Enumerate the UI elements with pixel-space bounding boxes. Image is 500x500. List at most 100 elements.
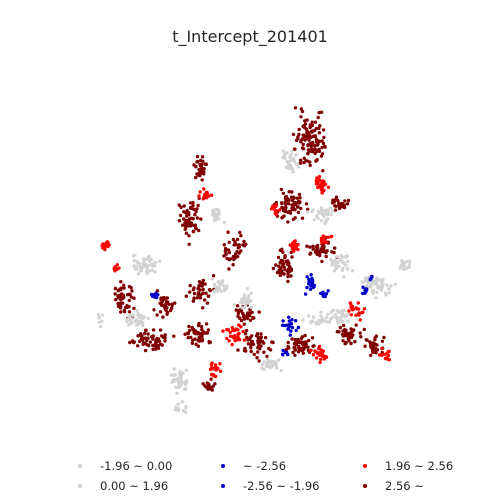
- map-point: [184, 380, 189, 385]
- map-point: [275, 366, 279, 370]
- map-point: [204, 322, 209, 326]
- map-point: [315, 320, 319, 324]
- map-point: [146, 343, 151, 348]
- map-point: [155, 295, 159, 300]
- map-point: [221, 329, 225, 333]
- map-point: [184, 224, 188, 228]
- map-point: [97, 320, 101, 324]
- map-point: [301, 318, 305, 322]
- map-point: [323, 221, 327, 225]
- map-point: [273, 211, 277, 215]
- map-point: [335, 330, 340, 334]
- map-point: [232, 243, 236, 247]
- map-point: [169, 373, 174, 377]
- map-point: [339, 319, 343, 323]
- map-point: [193, 223, 197, 227]
- map-point: [310, 336, 315, 340]
- map-point: [293, 207, 297, 212]
- map-point: [200, 284, 204, 288]
- map-point: [370, 282, 374, 286]
- map-point: [322, 245, 326, 249]
- map-point: [387, 287, 391, 291]
- map-point: [297, 132, 301, 137]
- map-point: [217, 286, 222, 290]
- map-point: [97, 315, 101, 320]
- map-point: [237, 331, 241, 336]
- map-point: [284, 205, 288, 210]
- map-point: [227, 250, 232, 255]
- map-point: [317, 178, 322, 182]
- map-point: [351, 308, 355, 312]
- map-point: [393, 282, 397, 286]
- map-point: [311, 353, 316, 357]
- map-point: [209, 362, 214, 367]
- map-point: [339, 315, 343, 320]
- map-point: [360, 291, 365, 296]
- map-point: [303, 138, 307, 142]
- map-point: [306, 345, 310, 349]
- map-point: [142, 261, 146, 265]
- map-point: [199, 217, 203, 221]
- map-point: [374, 282, 379, 287]
- map-point: [382, 335, 386, 340]
- map-point: [236, 314, 240, 319]
- map-point: [286, 220, 290, 224]
- map-point: [296, 350, 301, 354]
- map-point: [293, 147, 297, 151]
- map-point: [317, 131, 322, 135]
- map-point: [318, 124, 322, 128]
- map-point: [152, 308, 156, 312]
- map-point: [148, 340, 153, 344]
- map-point: [145, 267, 149, 271]
- map-point: [319, 236, 324, 240]
- map-point: [333, 198, 337, 202]
- map-point: [340, 332, 345, 337]
- map-point: [147, 259, 152, 263]
- legend-label: -1.96 ~ 0.00: [100, 459, 173, 473]
- map-point: [299, 107, 303, 111]
- map-point: [291, 132, 296, 137]
- map-point: [315, 149, 319, 154]
- map-point: [297, 127, 301, 132]
- map-point: [366, 278, 370, 282]
- map-point: [326, 185, 331, 189]
- map-point: [146, 332, 150, 336]
- map-point: [191, 201, 195, 205]
- map-point: [199, 324, 204, 329]
- map-point: [346, 267, 350, 271]
- map-point: [288, 333, 292, 337]
- map-point: [242, 338, 247, 342]
- map-point: [188, 283, 192, 288]
- map-point: [315, 214, 319, 218]
- map-point: [338, 325, 342, 330]
- map-point: [347, 309, 351, 313]
- map-point: [209, 377, 213, 381]
- map-point: [308, 160, 312, 164]
- map-point: [314, 356, 319, 360]
- map-point: [185, 208, 189, 213]
- map-point: [178, 213, 183, 218]
- map-point: [315, 252, 319, 256]
- map-point: [281, 155, 285, 160]
- map-point: [121, 301, 125, 305]
- map-point: [187, 324, 191, 329]
- map-point: [128, 340, 132, 345]
- map-point: [204, 385, 208, 389]
- map-point: [296, 243, 300, 247]
- map-point: [184, 231, 189, 235]
- map-point: [310, 120, 314, 124]
- map-point: [154, 260, 158, 264]
- map-point: [189, 335, 193, 339]
- map-point: [172, 367, 177, 371]
- map-point: [340, 260, 345, 264]
- map-point: [314, 182, 319, 186]
- map-point: [136, 334, 140, 338]
- map-point: [100, 319, 104, 323]
- map-point: [164, 308, 168, 313]
- map-point: [214, 207, 218, 212]
- map-point: [251, 342, 256, 347]
- map-point: [288, 167, 292, 171]
- map-point: [177, 203, 181, 207]
- map-point: [341, 339, 345, 343]
- map-point: [303, 292, 308, 296]
